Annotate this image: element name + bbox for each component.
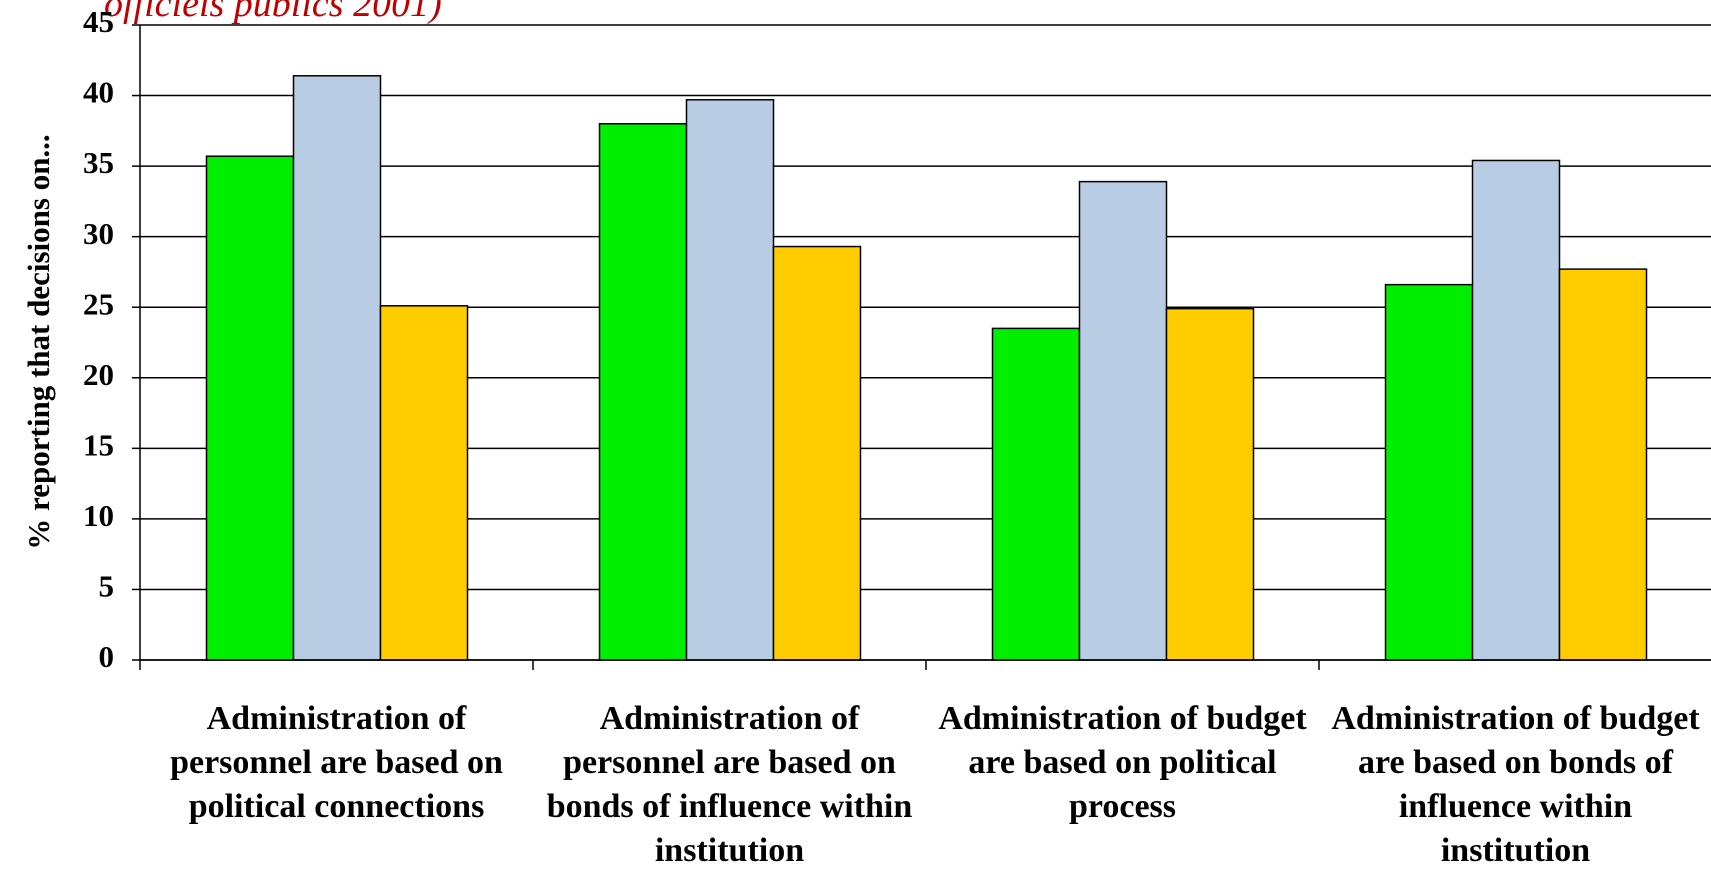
y-tick-label: 40 (83, 75, 114, 110)
y-tick-label: 5 (99, 569, 115, 604)
y-axis-label: % reporting that decisions on... (21, 134, 56, 549)
chart-title: officiels publics 2001) (104, 0, 442, 25)
y-tick-label: 15 (83, 427, 114, 462)
y-tick-label: 25 (83, 286, 114, 321)
y-tick-label: 0 (99, 639, 115, 674)
bar (685, 99, 775, 661)
bar (1165, 307, 1255, 661)
x-tick-label: Administration of personnel are based on… (170, 700, 503, 825)
bar (598, 123, 688, 661)
bar (772, 245, 862, 661)
x-tick-label: Administration of personnel are based on… (546, 700, 913, 869)
y-tick-label: 35 (83, 145, 114, 180)
bar (1384, 283, 1474, 661)
bar (1471, 159, 1561, 661)
bar (379, 305, 469, 661)
y-tick-label: 10 (83, 498, 114, 533)
x-tick-label: Administration of budget are based on bo… (1331, 700, 1700, 869)
bar (292, 75, 382, 661)
y-tick-label: 45 (83, 4, 114, 39)
bar (1078, 180, 1168, 661)
bar (1558, 268, 1648, 661)
y-tick-label: 20 (83, 357, 114, 392)
bar (205, 155, 295, 661)
bar (991, 327, 1081, 661)
y-tick-label: 30 (83, 216, 114, 251)
x-tick-label: Administration of budget are based on po… (938, 700, 1307, 825)
